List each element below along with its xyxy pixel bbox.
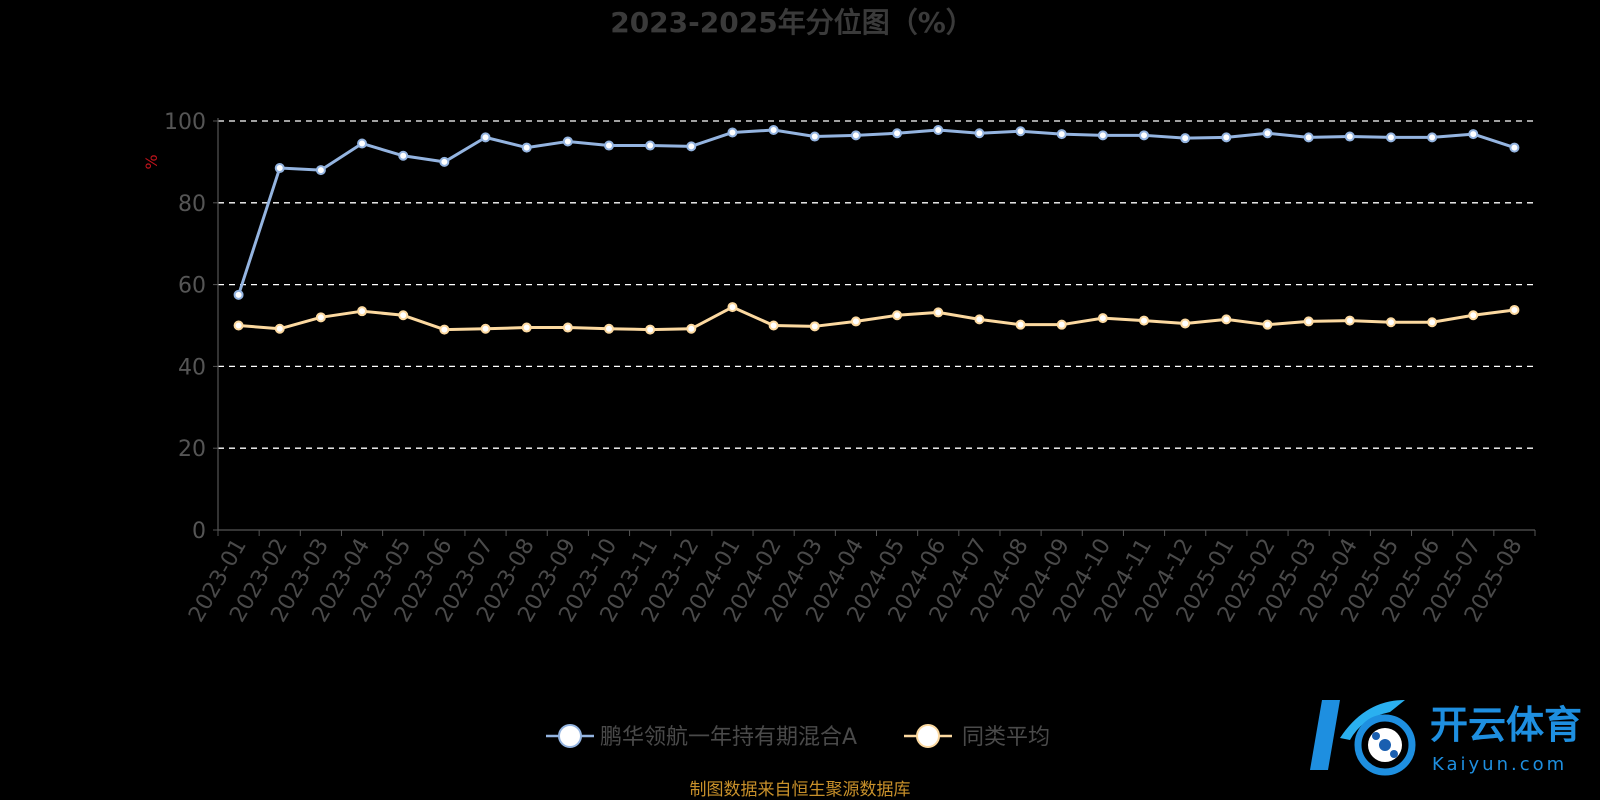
data-point[interactable] — [357, 138, 368, 149]
data-point[interactable] — [1015, 126, 1026, 137]
data-point[interactable] — [1262, 319, 1273, 330]
data-point[interactable] — [645, 324, 656, 335]
legend-item-2[interactable]: 同类平均 — [904, 724, 1050, 750]
data-point[interactable] — [562, 136, 573, 147]
data-point[interactable] — [1385, 132, 1396, 143]
y-tick-label: 80 — [178, 192, 206, 217]
data-point[interactable] — [645, 140, 656, 151]
data-point[interactable] — [398, 310, 409, 321]
data-point[interactable] — [1427, 317, 1438, 328]
data-point[interactable] — [274, 323, 285, 334]
data-point[interactable] — [933, 307, 944, 318]
data-point[interactable] — [1385, 317, 1396, 328]
data-point[interactable] — [1509, 304, 1520, 315]
data-point[interactable] — [1509, 142, 1520, 153]
data-point[interactable] — [439, 156, 450, 167]
kaiyun-logo-icon — [1310, 700, 1416, 776]
data-point[interactable] — [1427, 132, 1438, 143]
axes: 0204060801002023-012023-022023-032023-04… — [164, 110, 1536, 627]
data-point[interactable] — [1303, 132, 1314, 143]
series-line-1 — [237, 128, 1515, 296]
data-point[interactable] — [1015, 319, 1026, 330]
source-note: 制图数据来自恒生聚源数据库 — [690, 780, 911, 800]
data-point[interactable] — [357, 306, 368, 317]
data-point[interactable] — [727, 127, 738, 138]
data-point[interactable] — [1097, 313, 1108, 324]
data-point[interactable] — [315, 165, 326, 176]
data-point[interactable] — [933, 124, 944, 135]
data-point[interactable] — [1221, 132, 1232, 143]
data-point[interactable] — [274, 163, 285, 174]
legend-label: 同类平均 — [962, 725, 1050, 750]
series-layer — [233, 124, 1520, 335]
data-point[interactable] — [686, 141, 697, 152]
data-point[interactable] — [686, 323, 697, 334]
data-point[interactable] — [1468, 129, 1479, 140]
y-tick-label: 0 — [192, 519, 206, 544]
data-point[interactable] — [439, 324, 450, 335]
data-point[interactable] — [974, 314, 985, 325]
grid — [218, 120, 1535, 449]
y-tick-label: 60 — [178, 274, 206, 299]
legend-label: 鹏华领航一年持有期混合A — [600, 725, 857, 750]
y-tick-label: 20 — [178, 437, 206, 462]
data-point[interactable] — [809, 321, 820, 332]
data-point[interactable] — [1097, 130, 1108, 141]
data-point[interactable] — [480, 132, 491, 143]
data-point[interactable] — [1056, 129, 1067, 140]
data-point[interactable] — [233, 289, 244, 300]
data-point[interactable] — [1139, 130, 1150, 141]
data-point[interactable] — [1139, 315, 1150, 326]
chart-title: 2023-2025年分位图（%） — [610, 6, 974, 39]
data-point[interactable] — [603, 323, 614, 334]
legend-marker-icon — [558, 724, 582, 748]
y-tick-label: 40 — [178, 355, 206, 380]
data-point[interactable] — [1180, 318, 1191, 329]
data-point[interactable] — [480, 323, 491, 334]
legend-item-1[interactable]: 鹏华领航一年持有期混合A — [546, 724, 857, 750]
data-point[interactable] — [521, 142, 532, 153]
data-point[interactable] — [974, 128, 985, 139]
data-point[interactable] — [892, 310, 903, 321]
data-point[interactable] — [809, 131, 820, 142]
data-point[interactable] — [315, 312, 326, 323]
data-point[interactable] — [1180, 133, 1191, 144]
watermark: 开云体育 Kaiyun.com — [1310, 700, 1582, 776]
data-point[interactable] — [562, 322, 573, 333]
data-point[interactable] — [1303, 316, 1314, 327]
y-axis-label: % — [142, 154, 161, 169]
data-point[interactable] — [850, 316, 861, 327]
data-point[interactable] — [1056, 319, 1067, 330]
watermark-en: Kaiyun.com — [1432, 754, 1567, 775]
data-point[interactable] — [768, 320, 779, 331]
data-point[interactable] — [1262, 128, 1273, 139]
data-point[interactable] — [233, 320, 244, 331]
legend-marker-icon — [916, 724, 940, 748]
data-point[interactable] — [521, 322, 532, 333]
data-point[interactable] — [603, 140, 614, 151]
data-point[interactable] — [768, 124, 779, 135]
data-point[interactable] — [850, 130, 861, 141]
y-tick-label: 100 — [164, 110, 206, 135]
data-point[interactable] — [892, 128, 903, 139]
data-point[interactable] — [1468, 310, 1479, 321]
data-point[interactable] — [398, 150, 409, 161]
legend[interactable]: 鹏华领航一年持有期混合A 同类平均 — [546, 724, 1050, 750]
data-point[interactable] — [1344, 131, 1355, 142]
data-point[interactable] — [727, 302, 738, 313]
watermark-cn: 开云体育 — [1430, 703, 1582, 747]
data-point[interactable] — [1221, 314, 1232, 325]
data-point[interactable] — [1344, 315, 1355, 326]
series-line-2 — [238, 305, 1515, 332]
